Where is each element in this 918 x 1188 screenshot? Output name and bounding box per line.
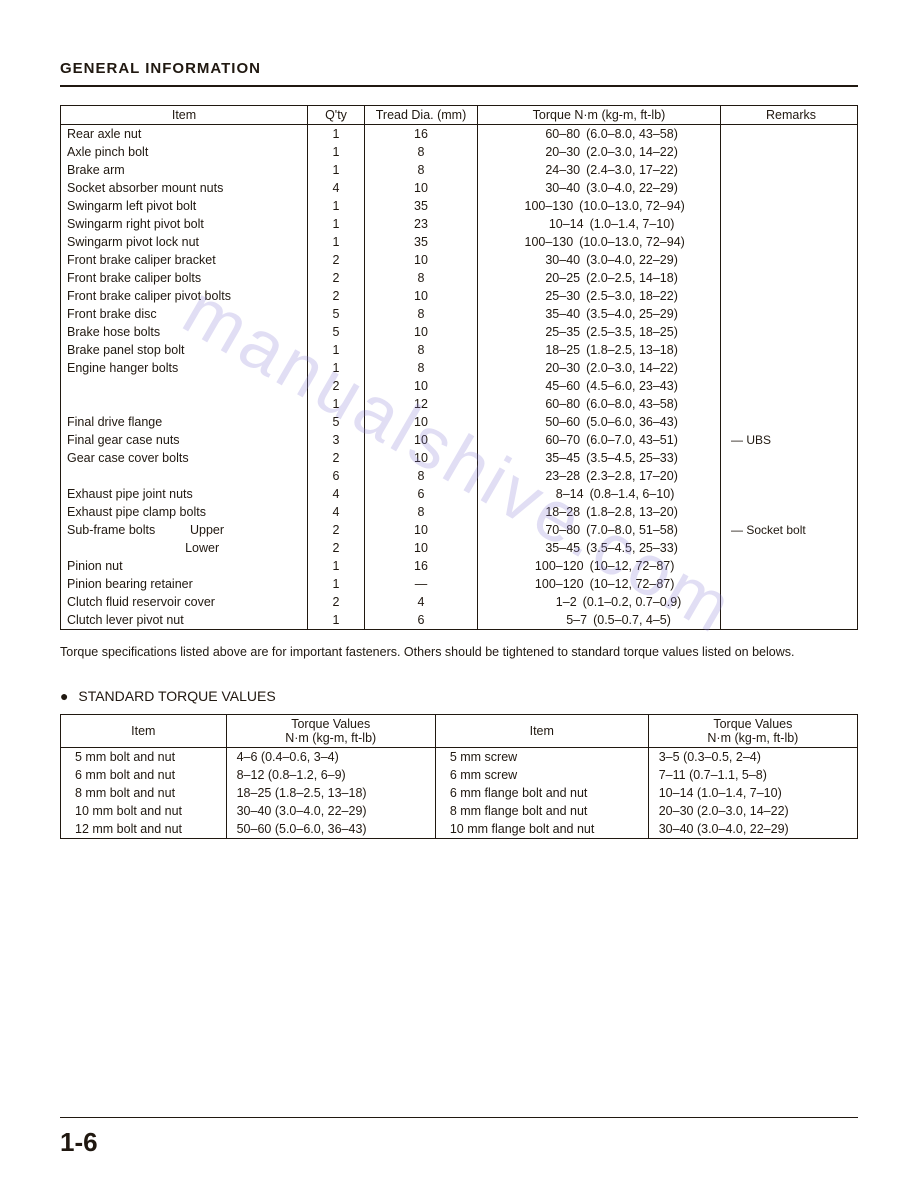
title-rule <box>60 85 858 87</box>
std-header-item-1: Item <box>61 715 227 748</box>
note-text: Torque specifications listed above are f… <box>60 644 858 660</box>
standard-torque-table: Item Torque ValuesN·m (kg-m, ft-lb) Item… <box>60 714 858 839</box>
std-header-val-1: Torque ValuesN·m (kg-m, ft-lb) <box>226 715 435 748</box>
main-header-item: Item <box>61 106 308 125</box>
table-row: Front brake caliper bracket21030–40(3.0–… <box>61 251 858 269</box>
table-row: 6 mm bolt and nut8–12 (0.8–1.2, 6–9)6 mm… <box>61 766 858 784</box>
std-header-item-2: Item <box>435 715 648 748</box>
table-row: Axle pinch bolt1820–30(2.0–3.0, 14–22) <box>61 143 858 161</box>
table-row: Clutch lever pivot nut165–7(0.5–0.7, 4–5… <box>61 611 858 630</box>
page-title: GENERAL INFORMATION <box>60 60 858 77</box>
table-row: Exhaust pipe joint nuts468–14(0.8–1.4, 6… <box>61 485 858 503</box>
table-row: Engine hanger bolts1820–30(2.0–3.0, 14–2… <box>61 359 858 377</box>
main-header-qty: Q'ty <box>308 106 365 125</box>
page-number: 1-6 <box>60 1127 98 1158</box>
bullet-icon: ● <box>60 688 68 704</box>
std-heading-text: STANDARD TORQUE VALUES <box>78 688 275 704</box>
table-row: 21045–60(4.5–6.0, 23–43) <box>61 377 858 395</box>
table-row: Exhaust pipe clamp bolts4818–28(1.8–2.8,… <box>61 503 858 521</box>
table-row: 12 mm bolt and nut50–60 (5.0–6.0, 36–43)… <box>61 820 858 839</box>
table-row: Brake arm1824–30(2.4–3.0, 17–22) <box>61 161 858 179</box>
table-row: 6823–28(2.3–2.8, 17–20) <box>61 467 858 485</box>
main-header-remarks: Remarks <box>721 106 858 125</box>
table-row: Sub-frame bolts Upper21070–80(7.0–8.0, 5… <box>61 521 858 539</box>
table-row: Final gear case nuts31060–70(6.0–7.0, 43… <box>61 431 858 449</box>
table-row: Front brake disc5835–40(3.5–4.0, 25–29) <box>61 305 858 323</box>
table-row: Front brake caliper pivot bolts21025–30(… <box>61 287 858 305</box>
table-row: Rear axle nut11660–80(6.0–8.0, 43–58) <box>61 125 858 144</box>
table-row: Gear case cover bolts21035–45(3.5–4.5, 2… <box>61 449 858 467</box>
main-header-torque: Torque N·m (kg-m, ft-lb) <box>478 106 721 125</box>
table-row: Pinion bearing retainer1—100–120(10–12, … <box>61 575 858 593</box>
table-row: Clutch fluid reservoir cover241–2(0.1–0.… <box>61 593 858 611</box>
footer-rule <box>60 1117 858 1118</box>
std-heading: ● STANDARD TORQUE VALUES <box>60 688 858 704</box>
table-row: 8 mm bolt and nut18–25 (1.8–2.5, 13–18)6… <box>61 784 858 802</box>
table-row: 11260–80(6.0–8.0, 43–58) <box>61 395 858 413</box>
table-row: Brake hose bolts51025–35(2.5–3.5, 18–25) <box>61 323 858 341</box>
table-row: Swingarm right pivot bolt12310–14(1.0–1.… <box>61 215 858 233</box>
torque-spec-table: Item Q'ty Tread Dia. (mm) Torque N·m (kg… <box>60 105 858 630</box>
table-row: Pinion nut116100–120(10–12, 72–87) <box>61 557 858 575</box>
std-header-val-2: Torque ValuesN·m (kg-m, ft-lb) <box>648 715 857 748</box>
table-row: Swingarm pivot lock nut135100–130(10.0–1… <box>61 233 858 251</box>
table-row: Lower21035–45(3.5–4.5, 25–33) <box>61 539 858 557</box>
main-header-dia: Tread Dia. (mm) <box>365 106 478 125</box>
table-row: Front brake caliper bolts2820–25(2.0–2.5… <box>61 269 858 287</box>
table-row: Final drive flange51050–60(5.0–6.0, 36–4… <box>61 413 858 431</box>
table-row: 10 mm bolt and nut30–40 (3.0–4.0, 22–29)… <box>61 802 858 820</box>
table-row: Socket absorber mount nuts41030–40(3.0–4… <box>61 179 858 197</box>
table-row: 5 mm bolt and nut4–6 (0.4–0.6, 3–4)5 mm … <box>61 748 858 767</box>
table-row: Swingarm left pivot bolt135100–130(10.0–… <box>61 197 858 215</box>
table-row: Brake panel stop bolt1818–25(1.8–2.5, 13… <box>61 341 858 359</box>
